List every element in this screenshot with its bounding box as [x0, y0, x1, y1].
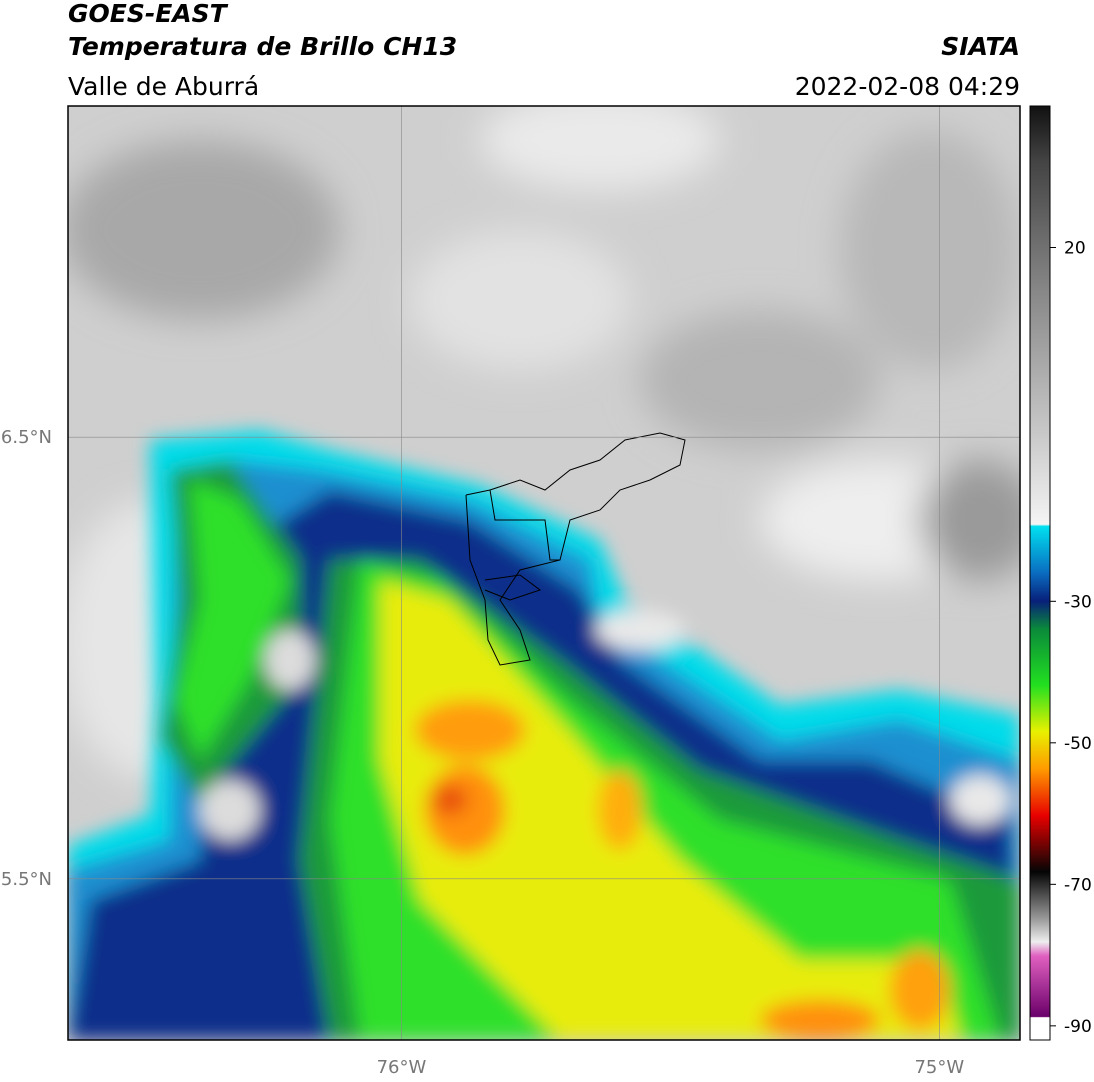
satellite-image: [68, 106, 1020, 1040]
lon-label: 76°W: [377, 1057, 427, 1078]
product: Temperatura de Brillo CH13: [68, 32, 457, 61]
source: SIATA: [941, 32, 1020, 61]
colorbar-tick-label: -30: [1064, 592, 1092, 612]
colorbar-tick-label: -50: [1064, 734, 1092, 754]
colorbar-tick-label: -70: [1064, 875, 1092, 895]
region: Valle de Aburrá: [68, 72, 259, 101]
colorbar-tick-label: -90: [1064, 1017, 1092, 1037]
lat-label: 6.5°N: [1, 427, 52, 448]
title: GOES-EAST: [68, 0, 229, 28]
datetime: 2022-02-08 04:29: [795, 72, 1020, 101]
colorbar: [1029, 105, 1051, 1041]
colorbar-tick-label: 20: [1064, 239, 1086, 259]
lat-label: 5.5°N: [1, 869, 52, 890]
map-frame: [67, 105, 1021, 1041]
lon-label: 75°W: [914, 1057, 964, 1078]
